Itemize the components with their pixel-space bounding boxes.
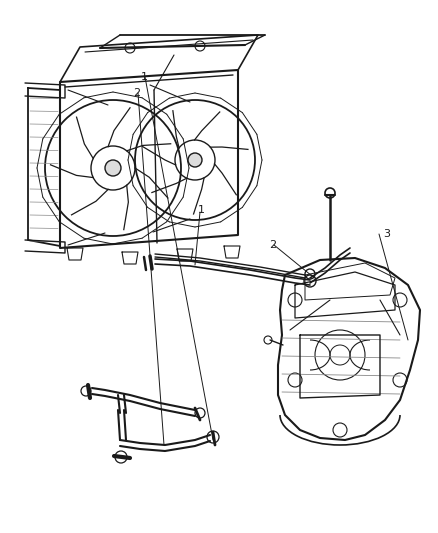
Circle shape (188, 153, 202, 167)
Text: 1: 1 (198, 205, 205, 215)
Text: 1: 1 (141, 72, 148, 82)
Text: 2: 2 (134, 88, 141, 98)
Text: 3: 3 (384, 229, 391, 239)
Circle shape (105, 160, 121, 176)
Text: 2: 2 (269, 240, 276, 250)
